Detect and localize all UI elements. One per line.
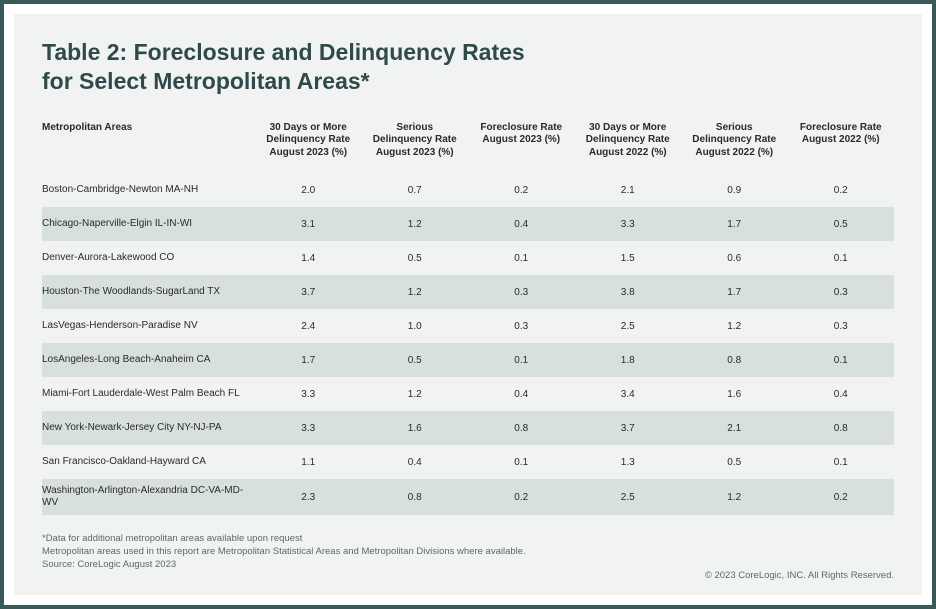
cell-metro: San Francisco-Oakland-Hayward CA xyxy=(42,445,255,479)
cell-metro: Miami-Fort Lauderdale-West Palm Beach FL xyxy=(42,377,255,411)
cell-value: 0.1 xyxy=(788,445,895,479)
footnote-line: *Data for additional metropolitan areas … xyxy=(42,533,894,546)
cell-value: 1.0 xyxy=(362,309,469,343)
cell-metro: Denver-Aurora-Lakewood CO xyxy=(42,241,255,275)
cell-value: 1.1 xyxy=(255,445,362,479)
cell-value: 0.1 xyxy=(468,343,575,377)
cell-value: 1.8 xyxy=(575,343,682,377)
cell-metro: LosAngeles-Long Beach-Anaheim CA xyxy=(42,343,255,377)
cell-value: 2.1 xyxy=(575,173,682,207)
col-header-30d-2023: 30 Days or More Delinquency Rate August … xyxy=(255,114,362,174)
cell-value: 0.7 xyxy=(362,173,469,207)
cell-value: 2.1 xyxy=(681,411,788,445)
table-row: Miami-Fort Lauderdale-West Palm Beach FL… xyxy=(42,377,894,411)
cell-value: 0.3 xyxy=(788,275,895,309)
cell-value: 0.1 xyxy=(788,343,895,377)
cell-value: 3.7 xyxy=(255,275,362,309)
col-header-serious-2023: Serious Delinquency Rate August 2023 (%) xyxy=(362,114,469,174)
cell-value: 2.5 xyxy=(575,479,682,515)
cell-metro: Chicago-Naperville-Elgin IL-IN-WI xyxy=(42,207,255,241)
cell-value: 0.2 xyxy=(468,479,575,515)
copyright-text: © 2023 CoreLogic, INC. All Rights Reserv… xyxy=(705,570,894,581)
cell-value: 0.8 xyxy=(788,411,895,445)
cell-value: 0.2 xyxy=(468,173,575,207)
cell-value: 1.2 xyxy=(362,377,469,411)
cell-value: 0.1 xyxy=(468,241,575,275)
table-row: Houston-The Woodlands-SugarLand TX3.71.2… xyxy=(42,275,894,309)
cell-value: 3.1 xyxy=(255,207,362,241)
cell-value: 1.3 xyxy=(575,445,682,479)
table-body: Boston-Cambridge-Newton MA-NH2.00.70.22.… xyxy=(42,173,894,515)
table-row: Denver-Aurora-Lakewood CO1.40.50.11.50.6… xyxy=(42,241,894,275)
col-header-metro: Metropolitan Areas xyxy=(42,114,255,174)
cell-metro: LasVegas-Henderson-Paradise NV xyxy=(42,309,255,343)
cell-value: 3.3 xyxy=(255,411,362,445)
cell-value: 0.8 xyxy=(468,411,575,445)
table-row: Chicago-Naperville-Elgin IL-IN-WI3.11.20… xyxy=(42,207,894,241)
cell-value: 1.7 xyxy=(681,275,788,309)
cell-value: 0.5 xyxy=(362,343,469,377)
table-row: LosAngeles-Long Beach-Anaheim CA1.70.50.… xyxy=(42,343,894,377)
cell-value: 0.8 xyxy=(362,479,469,515)
cell-value: 3.8 xyxy=(575,275,682,309)
cell-value: 3.3 xyxy=(255,377,362,411)
cell-value: 2.3 xyxy=(255,479,362,515)
title-line-2: for Select Metropolitan Areas* xyxy=(42,68,370,94)
cell-value: 0.5 xyxy=(788,207,895,241)
cell-value: 0.4 xyxy=(468,377,575,411)
table-row: Boston-Cambridge-Newton MA-NH2.00.70.22.… xyxy=(42,173,894,207)
cell-metro: Washington-Arlington-Alexandria DC-VA-MD… xyxy=(42,479,255,515)
title-line-1: Table 2: Foreclosure and Delinquency Rat… xyxy=(42,39,525,65)
cell-metro: Houston-The Woodlands-SugarLand TX xyxy=(42,275,255,309)
outer-frame: Table 2: Foreclosure and Delinquency Rat… xyxy=(0,0,936,609)
cell-value: 1.6 xyxy=(362,411,469,445)
cell-value: 3.3 xyxy=(575,207,682,241)
cell-value: 2.5 xyxy=(575,309,682,343)
footnote-line: Metropolitan areas used in this report a… xyxy=(42,546,894,559)
cell-value: 0.3 xyxy=(468,309,575,343)
table-row: LasVegas-Henderson-Paradise NV2.41.00.32… xyxy=(42,309,894,343)
cell-metro: New York-Newark-Jersey City NY-NJ-PA xyxy=(42,411,255,445)
table-title: Table 2: Foreclosure and Delinquency Rat… xyxy=(42,38,894,96)
cell-value: 0.5 xyxy=(681,445,788,479)
table-row: San Francisco-Oakland-Hayward CA1.10.40.… xyxy=(42,445,894,479)
rates-table: Metropolitan Areas 30 Days or More Delin… xyxy=(42,114,894,516)
cell-value: 0.4 xyxy=(788,377,895,411)
cell-value: 1.5 xyxy=(575,241,682,275)
cell-value: 1.2 xyxy=(681,479,788,515)
cell-value: 3.4 xyxy=(575,377,682,411)
col-header-30d-2022: 30 Days or More Delinquency Rate August … xyxy=(575,114,682,174)
cell-value: 1.7 xyxy=(681,207,788,241)
cell-value: 1.7 xyxy=(255,343,362,377)
col-header-foreclosure-2022: Foreclosure Rate August 2022 (%) xyxy=(788,114,895,174)
cell-value: 1.2 xyxy=(681,309,788,343)
cell-value: 1.4 xyxy=(255,241,362,275)
cell-value: 2.4 xyxy=(255,309,362,343)
col-header-foreclosure-2023: Foreclosure Rate August 2023 (%) xyxy=(468,114,575,174)
report-card: Table 2: Foreclosure and Delinquency Rat… xyxy=(14,14,922,595)
cell-value: 0.4 xyxy=(468,207,575,241)
table-header: Metropolitan Areas 30 Days or More Delin… xyxy=(42,114,894,174)
col-header-serious-2022: Serious Delinquency Rate August 2022 (%) xyxy=(681,114,788,174)
cell-value: 0.3 xyxy=(788,309,895,343)
cell-value: 0.6 xyxy=(681,241,788,275)
cell-value: 1.2 xyxy=(362,275,469,309)
cell-metro: Boston-Cambridge-Newton MA-NH xyxy=(42,173,255,207)
cell-value: 3.7 xyxy=(575,411,682,445)
cell-value: 0.2 xyxy=(788,479,895,515)
footnotes: *Data for additional metropolitan areas … xyxy=(42,533,894,571)
cell-value: 1.2 xyxy=(362,207,469,241)
cell-value: 0.3 xyxy=(468,275,575,309)
cell-value: 0.1 xyxy=(788,241,895,275)
table-row: Washington-Arlington-Alexandria DC-VA-MD… xyxy=(42,479,894,515)
cell-value: 1.6 xyxy=(681,377,788,411)
cell-value: 2.0 xyxy=(255,173,362,207)
cell-value: 0.4 xyxy=(362,445,469,479)
cell-value: 0.8 xyxy=(681,343,788,377)
cell-value: 0.1 xyxy=(468,445,575,479)
cell-value: 0.9 xyxy=(681,173,788,207)
cell-value: 0.5 xyxy=(362,241,469,275)
table-row: New York-Newark-Jersey City NY-NJ-PA3.31… xyxy=(42,411,894,445)
cell-value: 0.2 xyxy=(788,173,895,207)
